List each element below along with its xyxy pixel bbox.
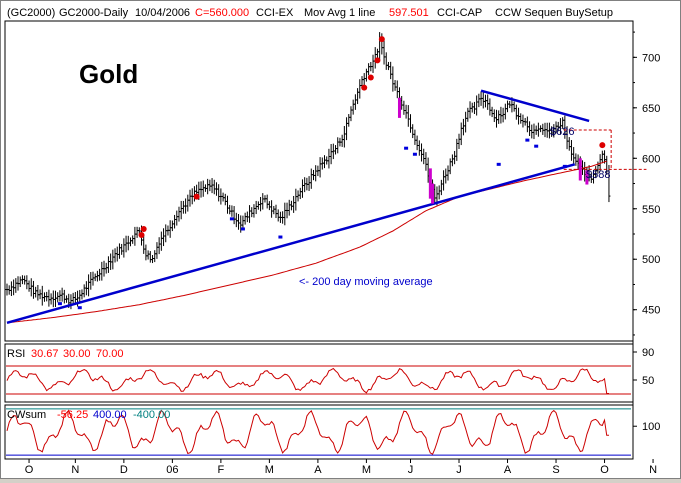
x-tick-label: N [71,464,79,476]
y-tick-label: 550 [642,204,660,216]
y-tick-label: 450 [642,305,660,317]
rsi-value: 30.67 [31,348,59,360]
y-tick-label: 600 [642,153,660,165]
setup-red-marker [138,232,145,239]
trendline-2 [480,89,590,123]
price-panel [4,20,634,342]
rsi-y-tick-label: 90 [642,347,654,359]
setup-red-marker [140,225,147,232]
setup-blue-marker [278,235,283,239]
x-tick-label: M [265,464,274,476]
x-tick-label: S [552,464,559,476]
level-626-label: $626 [550,126,574,138]
setup-red-marker [378,36,385,43]
setup-red-marker [367,74,374,81]
cwsum-y-tick-label: 100 [642,421,660,433]
x-tick-label: 06 [166,464,178,476]
header-ind1: CCI-EX [256,7,294,19]
setup-blue-marker [496,162,501,166]
rsi-panel [4,343,634,403]
header-date: 10/04/2006 [135,7,190,19]
x-tick-label: J [408,464,414,476]
setup-blue-marker [77,306,82,310]
x-tick-label: F [218,464,225,476]
x-tick-label: A [504,464,512,476]
setup-blue-marker [57,302,62,306]
setup-red-marker [599,142,606,149]
rsi-line [6,367,609,394]
header-ind4: CCW Sequen BuySetup [495,7,613,19]
moving-average-line [6,160,607,324]
setup-red-marker [361,84,368,91]
trendline-1 [6,163,576,325]
x-tick-label: J [456,464,462,476]
x-tick-label: O [25,464,34,476]
header-ind2: Mov Avg 1 line [304,7,375,19]
x-tick-label: M [362,464,371,476]
x-tick-label: D [120,464,128,476]
cwsum-level-high: 400.00 [93,409,127,421]
setup-blue-marker [404,146,409,150]
header-symbol: (GC2000) [7,7,55,19]
rsi-label: RSI [7,348,25,360]
header-ind3: CCI-CAP [437,7,482,19]
y-tick-label: 700 [642,52,660,64]
header-close: C=560.000 [195,7,249,19]
header-ma-value: 597.501 [389,7,429,19]
cwsum-value: -56.25 [57,409,88,421]
cwsum-line [6,409,609,455]
setup-blue-marker [412,152,417,156]
header-name: GC2000-Daily [59,7,129,19]
x-tick-label: A [314,464,322,476]
setup-blue-marker [534,144,539,148]
rsi-level-high: 70.00 [96,348,124,360]
gold-label: Gold [79,59,138,89]
setup-blue-marker [229,217,234,221]
setup-red-marker [193,193,200,200]
cwsum-level-low: -400.00 [133,409,170,421]
ma-annotation: <- 200 day moving average [299,276,433,288]
cwsum-label: CWsum [7,409,46,421]
x-tick-label: N [649,464,657,476]
x-tick-label: O [600,464,609,476]
setup-red-marker [374,57,381,64]
setup-blue-marker [240,227,245,231]
y-tick-label: 500 [642,254,660,266]
setup-blue-marker [525,138,530,142]
y-tick-label: 650 [642,103,660,115]
setup-blue-marker [562,164,567,168]
level-588-label: $588 [586,169,610,181]
rsi-level-low: 30.00 [63,348,91,360]
rsi-y-tick-label: 50 [642,375,654,387]
